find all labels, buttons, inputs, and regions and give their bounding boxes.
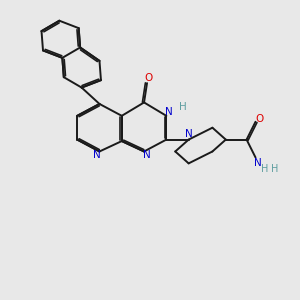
Text: H: H [179,103,187,112]
Text: H: H [261,164,268,174]
Text: O: O [256,114,264,124]
Text: N: N [93,150,101,160]
Text: H: H [271,164,278,174]
Text: O: O [144,73,153,83]
Text: N: N [185,129,193,139]
Text: N: N [165,107,173,117]
Text: N: N [254,158,262,168]
Text: N: N [143,150,151,160]
